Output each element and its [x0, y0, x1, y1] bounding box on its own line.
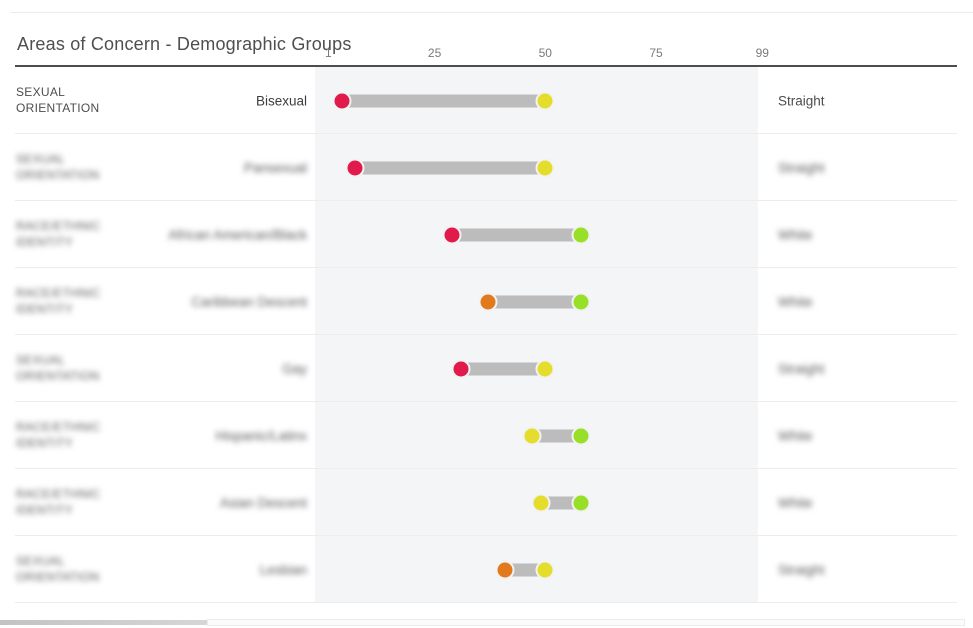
group-label: Pansexual [243, 160, 307, 175]
category-label: SEXUAL ORIENTATION [16, 84, 100, 116]
table-row: SEXUAL ORIENTATION Lesbian Straight [0, 536, 973, 603]
comparison-label: Straight [778, 361, 825, 376]
x-axis-tick-label: 25 [427, 46, 442, 60]
low-score-dot[interactable] [522, 426, 542, 445]
range-bar [461, 362, 546, 375]
comparison-label: White [778, 428, 813, 443]
group-label: Lesbian [259, 562, 307, 577]
group-label: Gay [282, 361, 307, 376]
horizontal-scrollbar-track[interactable] [207, 619, 965, 626]
group-label: Hispanic/Latinx [215, 428, 307, 443]
high-score-dot[interactable] [571, 292, 591, 311]
group-label: Asian Descent [219, 495, 307, 510]
range-bar [505, 563, 546, 576]
x-axis-tick-label: 99 [755, 46, 769, 60]
table-row: RACE/ETHNIC IDENTITY Asian Descent White [0, 469, 973, 536]
table-row: SEXUAL ORIENTATION Pansexual Straight [0, 134, 973, 201]
row-plot-area [315, 67, 758, 134]
row-plot-area [315, 201, 758, 268]
low-score-dot[interactable] [442, 225, 462, 244]
high-score-dot[interactable] [571, 493, 591, 512]
comparison-label: White [778, 227, 813, 242]
group-label: Bisexual [255, 93, 307, 108]
low-score-dot[interactable] [332, 91, 352, 110]
top-divider [10, 12, 973, 13]
high-score-dot[interactable] [535, 359, 555, 378]
category-label: RACE/ETHNIC IDENTITY [16, 419, 101, 451]
comparison-label: White [778, 495, 813, 510]
group-label: African American/Black [168, 227, 307, 242]
demographic-rows: SEXUAL ORIENTATION Bisexual Straight SEX… [0, 67, 973, 603]
category-label: RACE/ETHNIC IDENTITY [16, 486, 101, 518]
row-plot-area [315, 134, 758, 201]
row-plot-area [315, 536, 758, 603]
table-row: RACE/ETHNIC IDENTITY African American/Bl… [0, 201, 973, 268]
horizontal-scrollbar-thumb[interactable] [0, 620, 207, 625]
low-score-dot[interactable] [531, 493, 551, 512]
high-score-dot[interactable] [571, 225, 591, 244]
category-label: SEXUAL ORIENTATION [16, 553, 100, 585]
row-plot-area [315, 469, 758, 536]
table-row: RACE/ETHNIC IDENTITY Hispanic/Latinx Whi… [0, 402, 973, 469]
range-bar [341, 94, 546, 107]
category-label: RACE/ETHNIC IDENTITY [16, 218, 101, 250]
category-label: SEXUAL ORIENTATION [16, 151, 100, 183]
high-score-dot[interactable] [535, 560, 555, 579]
comparison-label: White [778, 294, 813, 309]
range-bar [452, 228, 581, 241]
table-row: SEXUAL ORIENTATION Gay Straight [0, 335, 973, 402]
low-score-dot[interactable] [451, 359, 471, 378]
table-row: RACE/ETHNIC IDENTITY Caribbean Descent W… [0, 268, 973, 335]
x-axis-tick-label: 50 [538, 46, 552, 60]
table-row: SEXUAL ORIENTATION Bisexual Straight [0, 67, 973, 134]
category-label: SEXUAL ORIENTATION [16, 352, 100, 384]
high-score-dot[interactable] [571, 426, 591, 445]
range-bar [487, 295, 581, 308]
x-axis-tick-label: 75 [649, 46, 663, 60]
row-plot-area [315, 335, 758, 402]
range-bar [354, 161, 546, 174]
row-plot-area [315, 402, 758, 469]
low-score-dot[interactable] [478, 292, 498, 311]
range-bar [532, 429, 581, 442]
low-score-dot[interactable] [345, 158, 365, 177]
category-label: RACE/ETHNIC IDENTITY [16, 285, 101, 317]
page-title: Areas of Concern - Demographic Groups [17, 34, 352, 55]
high-score-dot[interactable] [535, 158, 555, 177]
high-score-dot[interactable] [535, 91, 555, 110]
comparison-label: Straight [778, 93, 825, 108]
group-label: Caribbean Descent [191, 294, 307, 309]
axis-line [15, 65, 957, 67]
range-bar [540, 496, 581, 509]
comparison-label: Straight [778, 562, 825, 577]
x-axis: 1 25 50 75 99 [315, 46, 769, 62]
x-axis-tick-label: 1 [324, 46, 332, 60]
low-score-dot[interactable] [495, 560, 515, 579]
row-plot-area [315, 268, 758, 335]
comparison-label: Straight [778, 160, 825, 175]
